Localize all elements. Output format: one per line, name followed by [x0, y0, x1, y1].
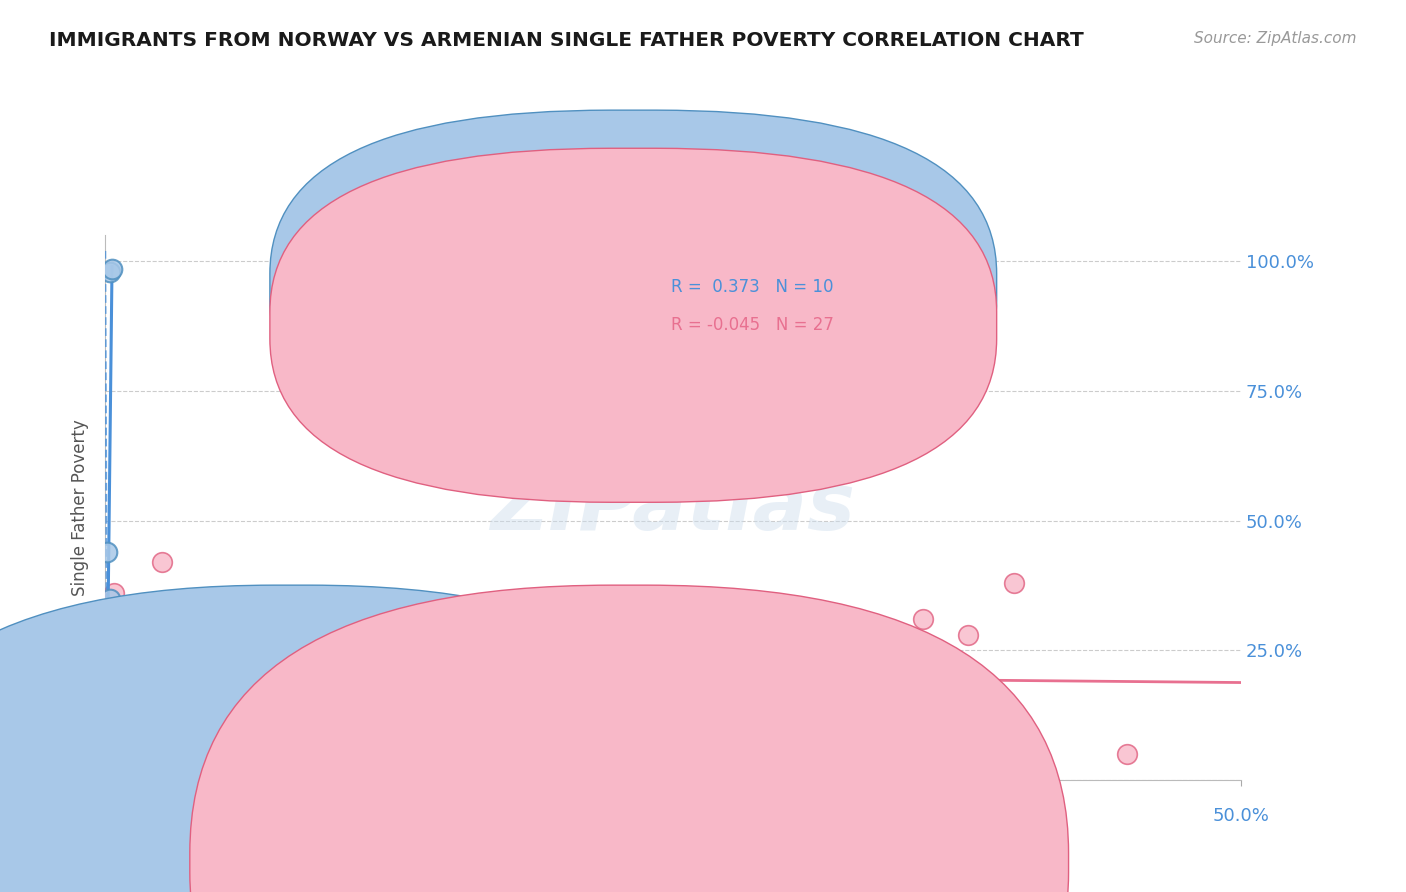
- Point: [911, 612, 934, 626]
- Text: R =  0.373   N = 10: R = 0.373 N = 10: [671, 278, 834, 296]
- Point: [101, 669, 124, 683]
- Point: [101, 674, 124, 689]
- Point: [139, 721, 162, 735]
- Text: 50.0%: 50.0%: [1212, 807, 1270, 825]
- Point: [1116, 747, 1139, 761]
- Point: [98, 680, 121, 694]
- Point: [98, 674, 121, 689]
- Text: Armenians: Armenians: [651, 854, 740, 871]
- Point: [108, 659, 131, 673]
- FancyBboxPatch shape: [270, 110, 997, 464]
- Text: Immigrants from Norway: Immigrants from Norway: [314, 854, 522, 871]
- Point: [98, 265, 121, 279]
- Point: [98, 591, 121, 606]
- Point: [775, 674, 797, 689]
- Point: [103, 669, 125, 683]
- Point: [866, 674, 889, 689]
- Point: [957, 628, 980, 642]
- Point: [135, 695, 157, 709]
- Point: [117, 659, 139, 673]
- Point: [96, 669, 118, 683]
- FancyBboxPatch shape: [270, 148, 997, 502]
- Point: [101, 262, 124, 277]
- Point: [98, 669, 121, 683]
- Point: [131, 711, 153, 725]
- Point: [98, 700, 121, 714]
- Text: 0.0%: 0.0%: [83, 807, 128, 825]
- Point: [157, 628, 180, 642]
- Text: IMMIGRANTS FROM NORWAY VS ARMENIAN SINGLE FATHER POVERTY CORRELATION CHART: IMMIGRANTS FROM NORWAY VS ARMENIAN SINGL…: [49, 31, 1084, 50]
- Point: [112, 680, 135, 694]
- Text: ZIPatlas: ZIPatlas: [491, 468, 855, 547]
- Text: Source: ZipAtlas.com: Source: ZipAtlas.com: [1194, 31, 1357, 46]
- Point: [121, 617, 143, 632]
- Point: [117, 669, 139, 683]
- Point: [96, 545, 118, 559]
- Point: [1002, 576, 1025, 591]
- Point: [131, 680, 153, 694]
- Point: [821, 674, 844, 689]
- FancyBboxPatch shape: [582, 252, 946, 366]
- Point: [112, 669, 135, 683]
- Point: [105, 617, 128, 632]
- Point: [101, 632, 124, 647]
- Point: [135, 711, 157, 725]
- Point: [150, 555, 173, 569]
- Text: R = -0.045   N = 27: R = -0.045 N = 27: [671, 317, 834, 334]
- Point: [103, 586, 125, 600]
- Point: [101, 690, 124, 704]
- Y-axis label: Single Father Poverty: Single Father Poverty: [72, 419, 89, 596]
- Point: [128, 669, 150, 683]
